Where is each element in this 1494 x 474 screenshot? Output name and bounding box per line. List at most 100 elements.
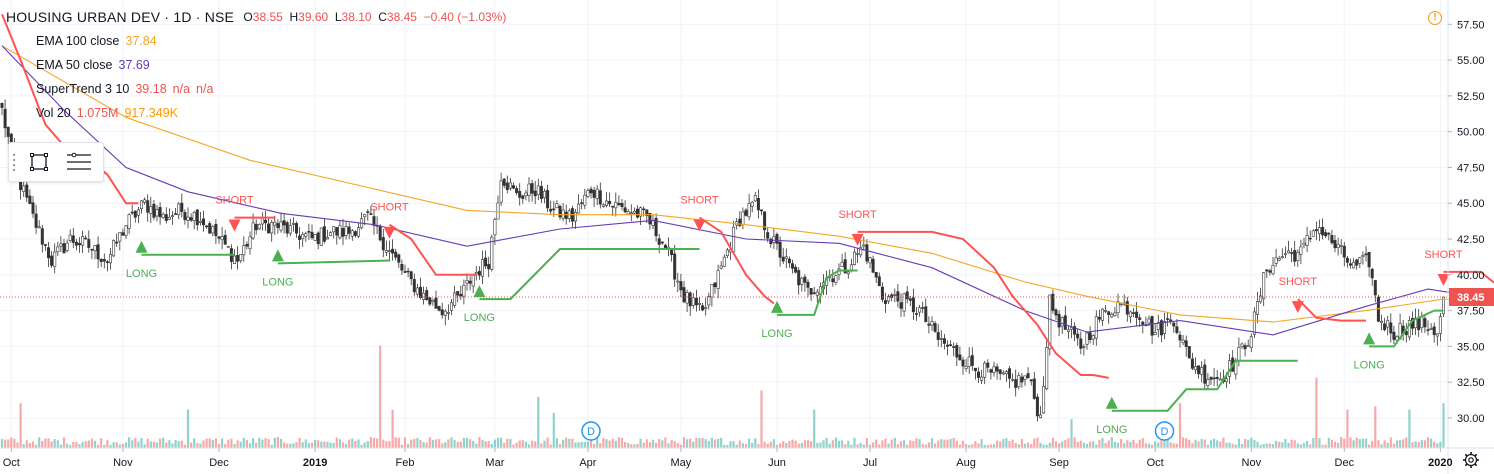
volume-bar (44, 438, 47, 448)
candle-body (663, 244, 667, 249)
volume-bar (0, 439, 4, 448)
candle-body (1020, 376, 1024, 383)
volume-bar (314, 439, 317, 448)
volume-bar (1315, 377, 1318, 448)
volume-bar (1296, 443, 1299, 448)
volume-bar (1371, 440, 1374, 448)
volume-bar (571, 438, 574, 448)
volume-bar (760, 390, 763, 448)
volume-bar (323, 441, 326, 448)
candle-body (998, 369, 1002, 374)
volume-bar (943, 439, 946, 448)
volume-bar (918, 439, 921, 448)
long-signal-label: LONG (464, 312, 495, 324)
candle-body (1271, 265, 1275, 275)
volume-bar (35, 444, 38, 448)
volume-bar (779, 443, 782, 448)
volume-bar (648, 442, 651, 448)
volume-bar (1377, 440, 1380, 448)
candle-body (93, 245, 97, 252)
indicator-ema50[interactable]: EMA 50 close 37.69 (6, 53, 506, 77)
volume-bar (81, 442, 84, 448)
volume-bar (639, 438, 642, 448)
volume-bar (1166, 437, 1169, 448)
volume-bar (118, 444, 121, 448)
candle-body (53, 251, 57, 267)
drag-handle[interactable] (9, 143, 19, 181)
volume-bar (1340, 437, 1343, 448)
volume-bar (788, 440, 791, 448)
volume-bar (1383, 440, 1386, 448)
candle-body (759, 209, 763, 212)
indicator-name: Vol 20 (36, 106, 71, 120)
candle-body (1194, 366, 1198, 371)
candle-body (1023, 375, 1027, 380)
y-tick-label: 35.00 (1457, 341, 1485, 353)
volume-bar (608, 440, 611, 448)
candle-body (347, 226, 351, 234)
volume-bar (1085, 443, 1089, 448)
volume-bar (797, 443, 800, 448)
volume-bar (896, 444, 899, 448)
volume-bar (602, 437, 605, 448)
volume-bar (379, 345, 382, 448)
x-tick-label: Jul (863, 457, 877, 469)
volume-bar (87, 440, 90, 448)
volume-bar (1374, 406, 1377, 448)
candle-body (815, 291, 819, 296)
volume-bar (667, 443, 670, 448)
volume-bar (131, 440, 134, 448)
volume-bar (614, 440, 617, 448)
indicator-ema100[interactable]: EMA 100 close 37.84 (6, 29, 506, 53)
gear-icon[interactable] (1462, 451, 1480, 469)
candle-body (657, 238, 661, 245)
volume-bar (1333, 441, 1337, 448)
candle-body (1361, 255, 1365, 257)
indicator-volume[interactable]: Vol 20 1.075M 917.349K (6, 101, 506, 125)
candle-body (276, 223, 280, 228)
candle-body (707, 295, 711, 306)
alert-icon[interactable]: ! (1428, 11, 1442, 25)
candle-body (183, 212, 187, 221)
x-tick-label: Oct (1147, 457, 1164, 469)
symbol-title[interactable]: HOUSING URBAN DEV · 1D · NSE (6, 9, 235, 25)
candle-body (992, 366, 996, 373)
candle-body (536, 185, 540, 196)
dividend-marker[interactable] (581, 421, 601, 441)
candle-body (65, 242, 69, 251)
volume-bar (1420, 440, 1423, 448)
volume-bar (1287, 442, 1290, 448)
candle-body (756, 198, 760, 211)
volume-bar (400, 444, 403, 448)
volume-bar (927, 442, 930, 448)
settings-lines-button[interactable] (59, 145, 99, 179)
volume-bar (1275, 440, 1278, 448)
candle-body (1063, 315, 1067, 330)
candle-body (930, 321, 934, 326)
candle-body (580, 202, 584, 204)
candle-body (449, 302, 453, 311)
indicator-supertrend[interactable]: SuperTrend 3 10 39.18 n/a n/a (6, 77, 506, 101)
volume-bar (540, 443, 543, 448)
volume-bar (1135, 443, 1138, 448)
long-signal-label: LONG (262, 276, 293, 288)
candle-body (387, 250, 391, 253)
candle-body (431, 299, 435, 302)
dividend-marker[interactable] (1154, 421, 1175, 441)
volume-bar (214, 438, 217, 448)
long-signal-label: LONG (1354, 359, 1385, 371)
volume-bar (859, 442, 862, 448)
volume-bar (264, 438, 267, 448)
candle-body (918, 307, 922, 313)
candle-body (1014, 379, 1018, 388)
candle-body (338, 225, 342, 239)
rectangle-tool-button[interactable] (19, 145, 59, 179)
candle-body (257, 224, 261, 230)
candle-body (1274, 257, 1278, 264)
candle-body (958, 354, 962, 361)
drawing-toolbox[interactable] (8, 142, 104, 182)
volume-bar (813, 409, 816, 448)
candle-body (1153, 332, 1157, 336)
volume-bar (546, 437, 549, 448)
